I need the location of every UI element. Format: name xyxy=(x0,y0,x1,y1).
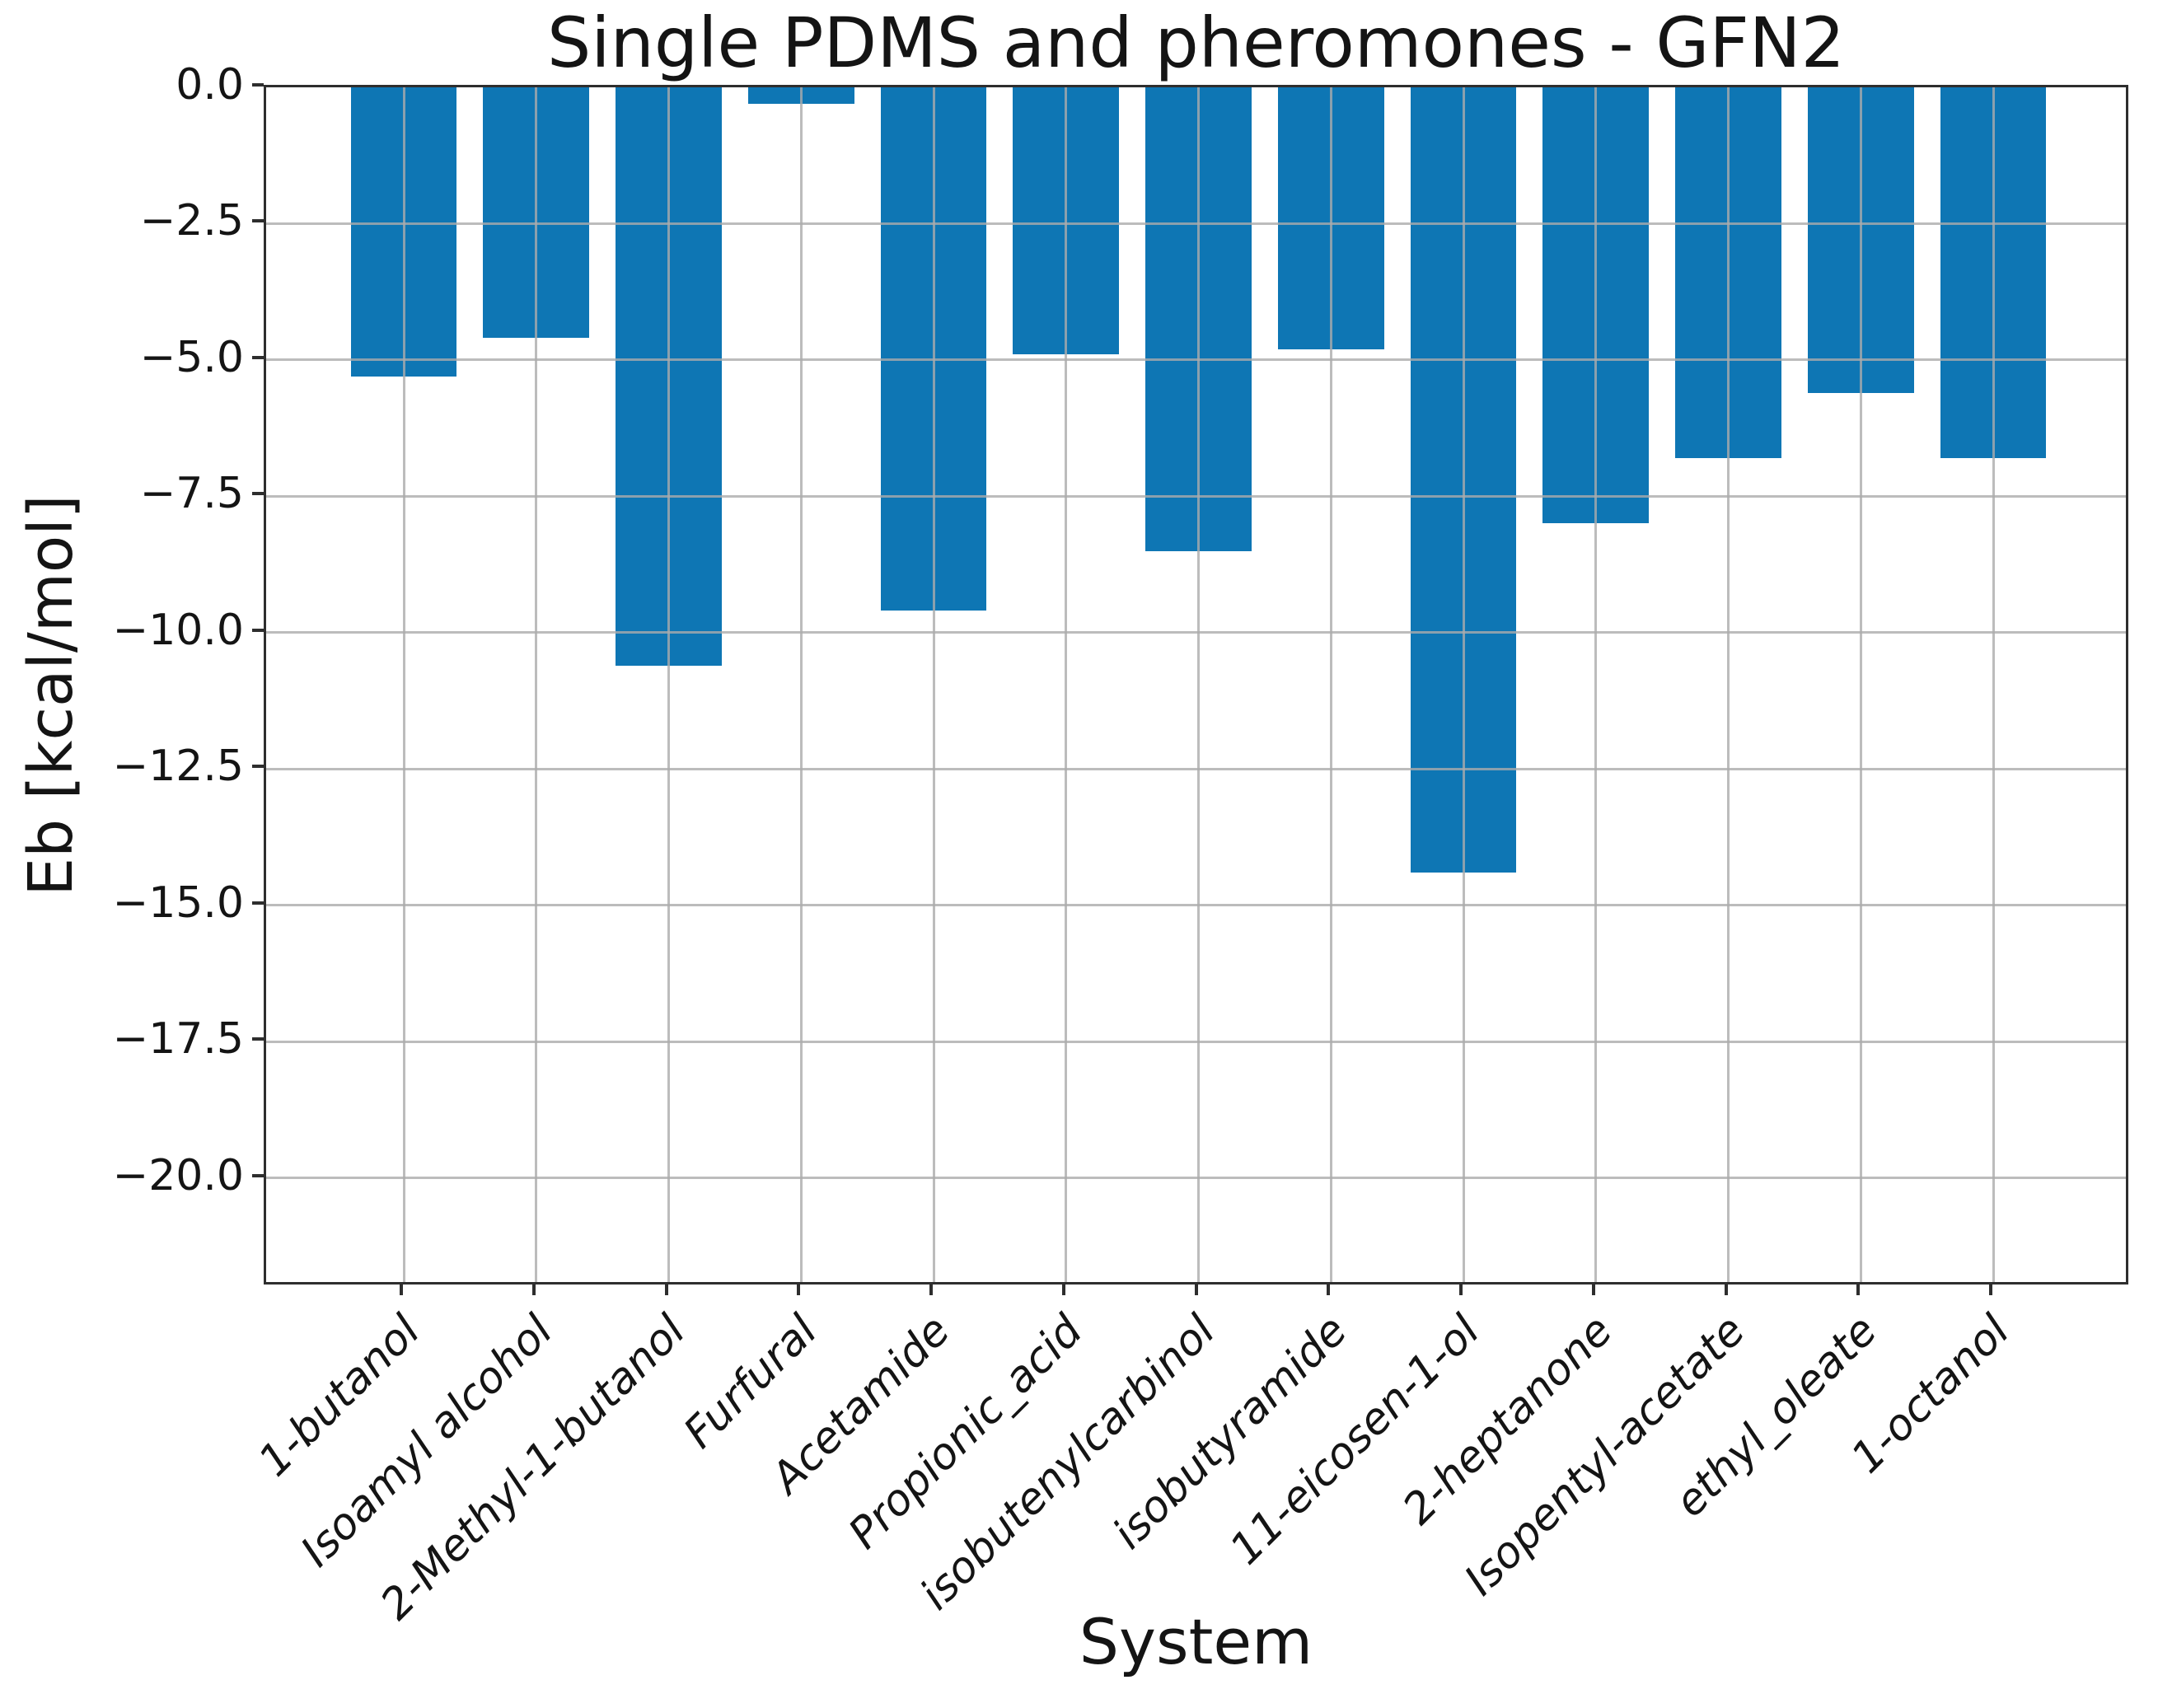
x-tick-mark xyxy=(1327,1283,1331,1295)
x-tick-mark xyxy=(929,1283,933,1295)
bar xyxy=(483,87,590,339)
bar xyxy=(747,87,854,104)
bar xyxy=(1675,87,1781,459)
y-axis-label: Eb [kcal/mol] xyxy=(16,494,87,896)
x-tick-label: isobutyramide xyxy=(1103,1306,1357,1559)
y-tick-mark xyxy=(252,1037,264,1041)
y-tick-mark xyxy=(252,901,264,905)
y-tick-label: −7.5 xyxy=(139,469,244,519)
y-tick-label: 0.0 xyxy=(176,60,244,110)
bar xyxy=(1277,87,1384,349)
bar xyxy=(350,87,457,377)
chart-title: Single PDMS and pheromones - GFN2 xyxy=(546,2,1846,83)
plot-area xyxy=(264,85,2128,1285)
y-tick-label: −5.0 xyxy=(139,332,244,382)
y-tick-label: −12.5 xyxy=(112,742,244,792)
y-tick-mark xyxy=(252,219,264,223)
y-tick-mark xyxy=(252,1173,264,1177)
bar xyxy=(1145,87,1252,551)
x-tick-mark xyxy=(400,1283,403,1295)
y-tick-label: −2.5 xyxy=(139,196,244,246)
x-tick-label: Isoamyl alcohol xyxy=(291,1306,563,1577)
y-tick-label: −10.0 xyxy=(112,605,244,655)
x-tick-mark xyxy=(1459,1283,1463,1295)
x-tick-mark xyxy=(1989,1283,1992,1295)
bar xyxy=(616,87,722,666)
x-tick-mark xyxy=(1591,1283,1595,1295)
bar xyxy=(1410,87,1517,873)
bar xyxy=(1807,87,1914,393)
y-tick-mark xyxy=(252,628,264,632)
x-axis-label: System xyxy=(1079,1605,1313,1678)
x-tick-mark xyxy=(1724,1283,1728,1295)
y-tick-mark xyxy=(252,492,264,496)
bar xyxy=(880,87,987,611)
bar xyxy=(1542,87,1650,524)
x-tick-mark xyxy=(531,1283,536,1295)
x-tick-label: 11-eicosen-1-ol xyxy=(1220,1306,1490,1575)
y-tick-mark xyxy=(252,83,264,87)
x-tick-label: Propionic_acid xyxy=(839,1306,1093,1559)
x-tick-mark xyxy=(797,1283,801,1295)
bar xyxy=(1940,87,2047,459)
x-tick-mark xyxy=(1194,1283,1198,1295)
x-tick-mark xyxy=(664,1283,668,1295)
y-tick-label: −17.5 xyxy=(112,1014,244,1065)
y-tick-label: −20.0 xyxy=(112,1150,244,1200)
y-tick-mark xyxy=(252,355,264,359)
bars-layer xyxy=(266,87,2126,1282)
y-tick-label: −15.0 xyxy=(112,877,244,928)
y-tick-mark xyxy=(252,765,264,769)
bar xyxy=(1013,87,1120,355)
x-tick-mark xyxy=(1856,1283,1861,1295)
x-tick-mark xyxy=(1061,1283,1065,1295)
